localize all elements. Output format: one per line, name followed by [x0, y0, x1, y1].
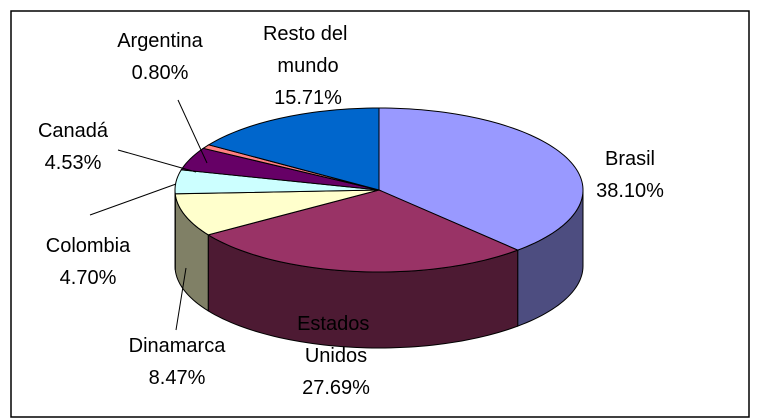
slice: [174, 189, 380, 236]
value-label: 8.47%: [149, 367, 206, 389]
category-label: Argentina: [117, 30, 203, 52]
leader-line: [89, 183, 177, 216]
slice: [180, 147, 380, 191]
category-label: Colombia: [46, 235, 131, 257]
value-label: 38.10%: [596, 180, 664, 202]
value-label: 27.69%: [302, 377, 370, 399]
leader-line: [175, 267, 187, 331]
category-label: Canadá: [38, 120, 109, 142]
leader-line: [177, 99, 208, 164]
slice: [174, 169, 380, 195]
value-label: 4.70%: [60, 267, 117, 289]
slice: [206, 189, 520, 273]
value-label: 0.80%: [132, 62, 189, 84]
leader-line: [117, 149, 197, 173]
value-label: 15.71%: [274, 87, 342, 109]
slice: [378, 107, 584, 251]
category-label: Estados Unidos: [297, 313, 375, 367]
category-label: Dinamarca: [129, 335, 227, 357]
category-label: Resto del mundo: [263, 23, 353, 77]
category-label: Brasil: [605, 148, 655, 170]
value-label: 4.53%: [45, 152, 102, 174]
slice: [207, 107, 380, 191]
